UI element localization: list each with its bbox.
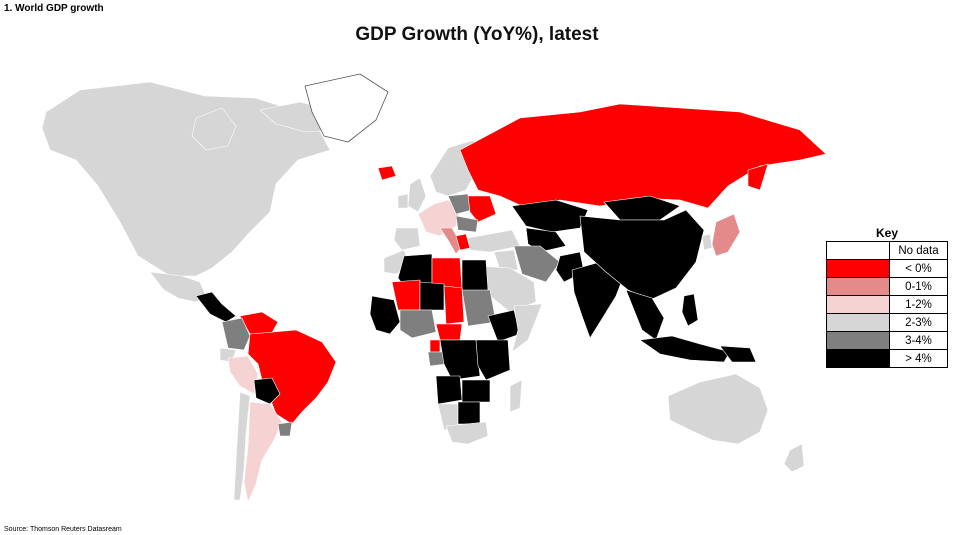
- legend-item: 1-2%: [826, 295, 948, 314]
- region-nigeria: [399, 309, 437, 339]
- map-title: GDP Growth (YoY%), latest: [355, 24, 599, 45]
- source-note: Source: Thomson Reuters Datasream: [4, 526, 122, 533]
- region-chad: [443, 285, 465, 325]
- region-united-kingdom: [407, 177, 427, 213]
- legend-table: No data < 0% 0-1% 1-2% 2-3% 3-4% > 4%: [826, 241, 948, 368]
- legend-item: 3-4%: [826, 331, 948, 350]
- region-congo: [439, 339, 481, 381]
- region-argentina: [243, 401, 283, 503]
- region-iran: [513, 245, 561, 283]
- legend: Key No data < 0% 0-1% 1-2% 2-3% 3-4% > 4%: [826, 226, 948, 368]
- region-west-africa: [369, 295, 401, 335]
- region-east-africa: [475, 339, 511, 381]
- region-bolivia: [253, 377, 281, 405]
- region-venezuela: [239, 311, 279, 337]
- region-niger: [419, 281, 445, 311]
- legend-swatch: [826, 349, 890, 368]
- region-south-korea: [701, 233, 713, 251]
- region-russia: [459, 103, 827, 209]
- region-equatorial-guinea: [429, 339, 441, 353]
- legend-label: 2-3%: [889, 313, 948, 332]
- region-indonesia: [639, 335, 731, 363]
- legend-label: No data: [889, 241, 948, 260]
- region-philippines: [681, 293, 699, 327]
- legend-swatch: [826, 295, 890, 314]
- region-australia: [667, 373, 769, 445]
- region-zambia: [461, 379, 491, 403]
- legend-label: 0-1%: [889, 277, 948, 296]
- region-greenland: [304, 73, 389, 143]
- region-italy: [439, 227, 463, 255]
- region-central-america: [195, 291, 237, 323]
- legend-item: > 4%: [826, 349, 948, 368]
- region-mali: [391, 279, 421, 311]
- legend-swatch: [826, 331, 890, 350]
- legend-label: 1-2%: [889, 295, 948, 314]
- legend-label: 3-4%: [889, 331, 948, 350]
- legend-swatch: [826, 259, 890, 278]
- figure-label: 1. World GDP growth: [4, 3, 104, 14]
- region-mongolia: [603, 195, 681, 221]
- region-russia: [747, 163, 769, 191]
- region-brazil: [247, 329, 337, 425]
- region-peru: [227, 355, 259, 395]
- region-japan: [711, 213, 741, 257]
- region-china: [579, 209, 705, 301]
- legend-title: Key: [875, 226, 898, 240]
- region-turkey: [467, 229, 521, 253]
- region-central-african-republic: [435, 323, 463, 341]
- region-southeast-asia: [625, 289, 665, 341]
- region-kazakhstan: [511, 199, 589, 233]
- legend-label: > 4%: [889, 349, 948, 368]
- legend-item: 2-3%: [826, 313, 948, 332]
- region-botswana: [457, 401, 481, 425]
- region-angola: [435, 375, 463, 405]
- region-north-america: [41, 81, 331, 277]
- region-somalia: [511, 303, 543, 353]
- region-iceland: [377, 165, 397, 181]
- region-south-africa: [445, 421, 489, 445]
- region-ireland: [397, 193, 409, 209]
- legend-swatch: [826, 313, 890, 332]
- legend-swatch: [826, 241, 890, 260]
- region-egypt: [461, 259, 489, 293]
- legend-label: < 0%: [889, 259, 948, 278]
- legend-item: < 0%: [826, 259, 948, 278]
- region-romania: [455, 215, 479, 233]
- region-spain: [393, 227, 421, 251]
- region-colombia: [221, 317, 251, 351]
- region-north-america: [191, 107, 237, 151]
- region-papua-new-guinea: [719, 345, 757, 363]
- region-new-zealand: [783, 443, 805, 473]
- region-ukraine: [467, 195, 497, 223]
- region-uruguay: [277, 421, 293, 437]
- region-madagascar: [509, 379, 523, 413]
- region-iraq: [493, 249, 519, 271]
- legend-item: No data: [826, 241, 948, 260]
- region-chile: [233, 391, 251, 501]
- legend-swatch: [826, 277, 890, 296]
- legend-item: 0-1%: [826, 277, 948, 296]
